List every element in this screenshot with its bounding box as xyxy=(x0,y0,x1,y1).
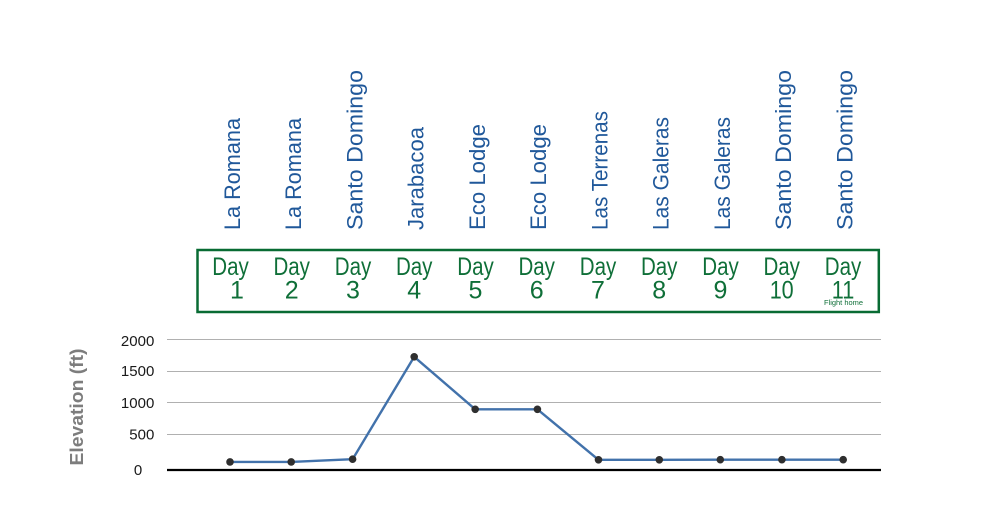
svg-text:1000: 1000 xyxy=(121,395,154,412)
svg-text:Day: Day xyxy=(457,253,494,281)
svg-text:6: 6 xyxy=(530,277,544,305)
svg-text:11: 11 xyxy=(832,277,855,305)
svg-text:Eco Lodge: Eco Lodge xyxy=(465,124,490,230)
svg-text:5: 5 xyxy=(469,277,483,305)
svg-text:Day: Day xyxy=(702,253,739,281)
svg-text:Jarabacoa: Jarabacoa xyxy=(404,126,429,230)
svg-text:Day: Day xyxy=(580,253,617,281)
svg-text:Eco Lodge: Eco Lodge xyxy=(526,124,551,230)
svg-text:1500: 1500 xyxy=(121,363,154,380)
svg-text:Las Galeras: Las Galeras xyxy=(649,117,674,230)
svg-text:500: 500 xyxy=(129,427,154,444)
svg-text:2: 2 xyxy=(285,277,299,305)
svg-text:1: 1 xyxy=(230,277,244,305)
svg-text:Elevation (ft): Elevation (ft) xyxy=(67,349,87,466)
svg-text:Day: Day xyxy=(641,253,678,281)
svg-text:7: 7 xyxy=(591,277,605,305)
svg-text:Santo Domingo: Santo Domingo xyxy=(832,70,857,230)
svg-text:4: 4 xyxy=(407,277,421,305)
svg-text:Day: Day xyxy=(212,253,249,281)
svg-text:Day: Day xyxy=(825,253,862,281)
svg-text:Santo Domingo: Santo Domingo xyxy=(342,70,367,230)
svg-text:3: 3 xyxy=(346,277,360,305)
svg-text:Day: Day xyxy=(396,253,433,281)
svg-text:Flight home: Flight home xyxy=(824,298,863,307)
svg-text:10: 10 xyxy=(770,277,794,305)
svg-text:Day: Day xyxy=(518,253,555,281)
svg-text:Las Galeras: Las Galeras xyxy=(710,117,735,230)
svg-text:8: 8 xyxy=(652,277,666,305)
svg-text:0: 0 xyxy=(134,462,142,479)
svg-text:Day: Day xyxy=(273,253,310,281)
svg-text:Santo Domingo: Santo Domingo xyxy=(771,70,796,230)
svg-text:La Romana: La Romana xyxy=(220,117,245,230)
svg-text:2000: 2000 xyxy=(121,333,154,350)
svg-text:La Romana: La Romana xyxy=(281,117,306,230)
svg-text:Day: Day xyxy=(335,253,372,281)
svg-text:9: 9 xyxy=(714,277,728,305)
svg-text:Las Terrenas: Las Terrenas xyxy=(587,111,612,230)
svg-text:Day: Day xyxy=(763,253,800,281)
